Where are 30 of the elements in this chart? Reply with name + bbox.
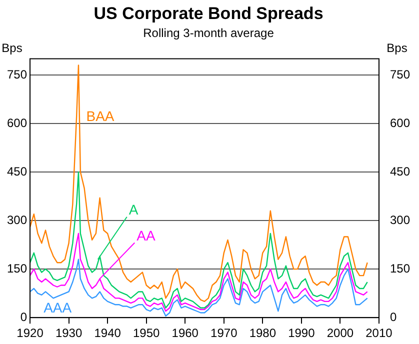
- text: AA: [136, 228, 156, 244]
- x-tick-label: 1990: [288, 326, 316, 340]
- y-axis-title: Bps: [2, 41, 22, 56]
- y2-axis-title: Bps: [386, 41, 408, 56]
- y-tick-label: 150: [6, 261, 28, 276]
- y2-tick-label: 750: [390, 67, 410, 82]
- x-tick-label: 1960: [172, 326, 199, 340]
- y-tick-label: 300: [6, 212, 28, 227]
- x-tick-label: 2010: [366, 326, 393, 340]
- y2-tick-label: 150: [390, 261, 410, 276]
- chart-title: US Corporate Bond Spreads: [94, 4, 324, 23]
- x-tick-label: 1940: [94, 326, 122, 340]
- x-tick-label: 1950: [132, 326, 160, 340]
- x-tick-label: 1970: [210, 326, 238, 340]
- x-tick-label: 1930: [55, 326, 82, 340]
- text: A: [128, 202, 139, 218]
- y2-tick-label: 450: [390, 164, 410, 178]
- y2-tick-label: 300: [390, 212, 410, 227]
- chart-subtitle: Rolling 3-month average: [143, 26, 274, 40]
- y2-tick-label: 600: [390, 116, 410, 130]
- y-tick-label: 600: [6, 116, 28, 130]
- x-tick-label: 1920: [16, 326, 44, 340]
- series-label: AAA: [44, 299, 72, 316]
- y-tick-label: 450: [6, 164, 28, 178]
- y-tick-label: 0: [20, 310, 28, 324]
- y2-tick-label: 0: [390, 310, 397, 324]
- x-tick-label: 1980: [249, 326, 276, 340]
- x-tick-label: 2000: [326, 326, 354, 340]
- series-label: BAA: [86, 108, 115, 124]
- y-tick-label: 750: [6, 67, 28, 82]
